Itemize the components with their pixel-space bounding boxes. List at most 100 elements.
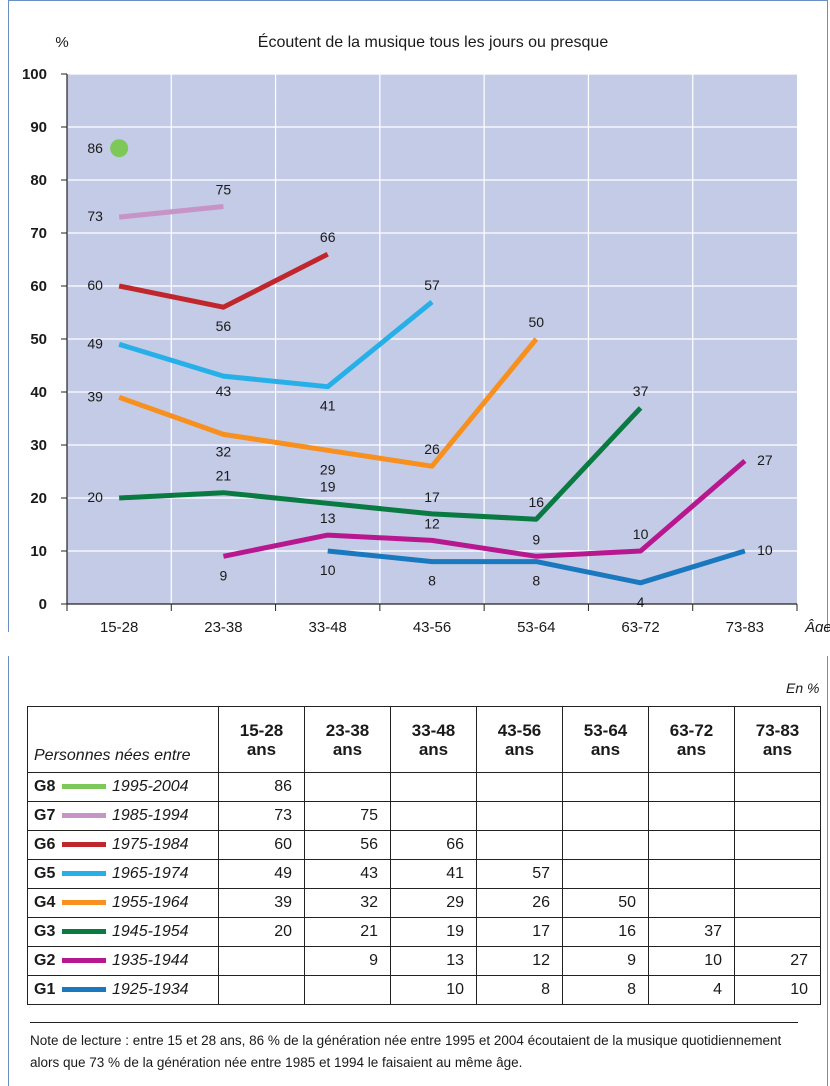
table-header-row: Personnes nées entre 15-28 ans 23-38 ans 33-4… — [27, 706, 821, 773]
series-g5: 49 43 41 57 — [87, 277, 440, 414]
column-header: 53-64 ans — [562, 706, 649, 773]
data-label: 50 — [528, 314, 544, 330]
generation-code: G6 — [34, 836, 56, 853]
column-header: 23-38 ans — [304, 706, 391, 773]
table-cell — [304, 975, 391, 1005]
data-label: 9 — [220, 567, 228, 583]
generation-code: G4 — [34, 894, 56, 911]
table-cell — [476, 801, 563, 831]
table-row: G4 1955-1964 39 32 29 26 50 — [27, 888, 821, 918]
table-cell — [648, 772, 735, 802]
table-cell — [562, 801, 649, 831]
y-tick-label: 20 — [30, 490, 47, 507]
data-table-wrapper: Personnes nées entre 15-28 ans 23-38 ans 33-4… — [27, 706, 821, 1005]
data-label: 9 — [532, 531, 540, 547]
generation-label: G2 1935-1944 — [27, 946, 219, 976]
table-cell — [648, 801, 735, 831]
y-tick-label: 70 — [30, 225, 47, 242]
table-cell: 4 — [648, 975, 735, 1005]
data-label: 8 — [428, 573, 436, 589]
table-cell: 86 — [218, 772, 305, 802]
data-label: 39 — [87, 388, 103, 404]
data-label: 17 — [424, 489, 440, 505]
chart-title: Écoutent de la musique tous les jours ou… — [258, 32, 609, 51]
y-tick-label: 30 — [30, 437, 47, 454]
table-cell: 8 — [562, 975, 649, 1005]
generation-years: 1995-2004 — [112, 778, 189, 795]
table-row: G1 1925-1934 10 8 8 4 10 — [27, 975, 821, 1005]
generation-label: G6 1975-1984 — [27, 830, 219, 860]
series-line — [222, 459, 747, 559]
data-label: 60 — [87, 277, 103, 293]
x-tick-label: 43-56 — [413, 619, 451, 636]
section-separator — [0, 632, 830, 656]
data-label: 10 — [757, 542, 773, 558]
legend-swatch — [62, 987, 106, 993]
x-tick-label: 33-48 — [309, 619, 347, 636]
figure-top-border — [8, 0, 828, 1]
table-cell — [562, 859, 649, 889]
x-tick-label: 15-28 — [100, 619, 138, 636]
series-g8: 86 — [87, 139, 129, 158]
generation-years: 1925-1934 — [112, 981, 189, 998]
table-unit: En % — [786, 680, 820, 696]
legend-swatch — [62, 842, 106, 848]
data-label: 73 — [87, 208, 103, 224]
table-cell: 73 — [218, 801, 305, 831]
series-line — [118, 251, 329, 310]
table-row: G2 1935-1944 9 13 12 9 10 27 — [27, 946, 821, 976]
column-header: 43-56 ans — [476, 706, 563, 773]
legend-swatch — [62, 958, 106, 964]
table-cell — [562, 830, 649, 860]
legend-swatch — [62, 871, 106, 877]
data-label: 16 — [528, 494, 544, 510]
y-tick-label: 100 — [22, 66, 47, 83]
y-tick-label: 60 — [30, 278, 47, 295]
note-divider — [30, 1022, 798, 1023]
generation-code: G2 — [34, 952, 56, 969]
data-label: 56 — [216, 318, 232, 334]
table-cell: 17 — [476, 917, 563, 947]
series-g2: 9 13 12 9 10 27 — [220, 452, 773, 583]
table-cell: 50 — [562, 888, 649, 918]
table-cell — [390, 772, 477, 802]
table-cell: 29 — [390, 888, 477, 918]
table-cell: 20 — [218, 917, 305, 947]
y-tick-label: 10 — [30, 543, 47, 560]
generation-code: G5 — [34, 865, 56, 882]
table-cell — [648, 830, 735, 860]
data-label: 10 — [633, 526, 649, 542]
table-cell: 75 — [304, 801, 391, 831]
table-cell: 56 — [304, 830, 391, 860]
table-cell — [648, 859, 735, 889]
table-cell: 49 — [218, 859, 305, 889]
series-g1: 10 8 8 4 10 — [320, 542, 773, 610]
data-label: 13 — [320, 510, 336, 526]
generation-years: 1955-1964 — [112, 894, 189, 911]
data-label: 43 — [216, 383, 232, 399]
generation-years: 1965-1974 — [112, 865, 189, 882]
series-g4: 39 32 29 26 50 — [87, 314, 544, 477]
table-cell: 10 — [390, 975, 477, 1005]
table-cell — [390, 801, 477, 831]
generation-code: G3 — [34, 923, 56, 940]
x-tick-label: 23-38 — [204, 619, 242, 636]
generation-years: 1985-1994 — [112, 807, 189, 824]
figure-frame — [8, 0, 828, 1086]
data-label: 4 — [637, 594, 645, 610]
data-label: 12 — [424, 515, 440, 531]
generation-label: G4 1955-1964 — [27, 888, 219, 918]
table-cell: 43 — [304, 859, 391, 889]
generation-label: G1 1925-1934 — [27, 975, 219, 1005]
generation-years: 1935-1944 — [112, 952, 189, 969]
data-label: 49 — [87, 335, 103, 351]
data-label: 8 — [532, 573, 540, 589]
data-label: 57 — [424, 277, 440, 293]
generation-label: G7 1985-1994 — [27, 801, 219, 831]
table-cell: 37 — [648, 917, 735, 947]
table-cell — [476, 772, 563, 802]
line-chart: 0 10 20 30 40 50 60 70 80 90 100 15-28 23-38 33-48 43-… — [22, 32, 830, 636]
generation-years: 1945-1954 — [112, 923, 189, 940]
table-cell: 66 — [390, 830, 477, 860]
data-label: 27 — [757, 452, 773, 468]
